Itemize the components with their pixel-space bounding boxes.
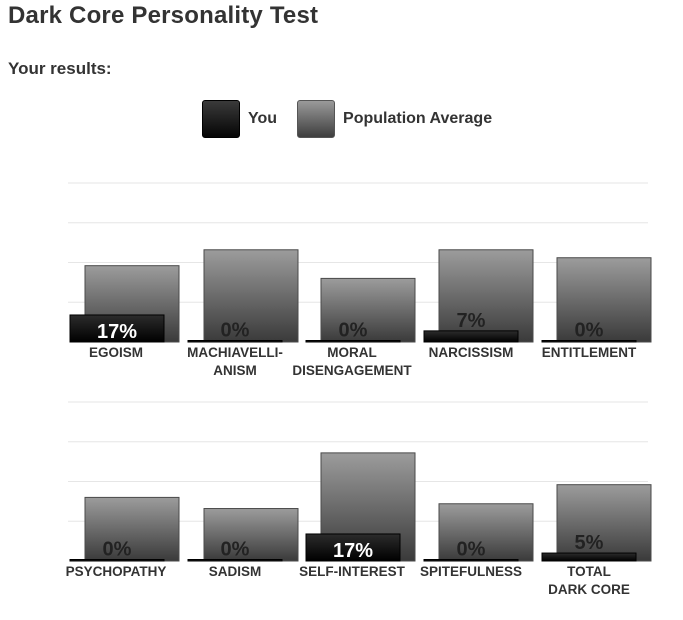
category-label: ENTITLEMENT — [542, 345, 637, 360]
you-bar — [69, 314, 165, 343]
average-bar — [556, 484, 652, 562]
category-label: NARCISSISM — [429, 345, 514, 360]
data-label: 0% — [575, 320, 604, 342]
chart-legend: You Population Average — [202, 99, 512, 139]
you-bar — [423, 559, 519, 562]
page-title: Dark Core Personality Test — [8, 2, 319, 29]
average-bar — [438, 249, 534, 343]
legend-swatch-average — [297, 100, 336, 138]
data-label: 0% — [103, 539, 132, 561]
average-bar — [84, 496, 180, 562]
category-label: EGOISM — [89, 345, 143, 360]
average-bar — [203, 508, 299, 562]
data-label: 0% — [457, 539, 486, 561]
data-label: 17% — [97, 321, 137, 343]
category-label: SPITEFULNESS — [420, 564, 522, 579]
category-label: SELF-INTEREST — [299, 564, 406, 579]
category-label: TOTAL DARK CORE — [548, 564, 630, 597]
legend-label-you: You — [248, 110, 278, 127]
data-label: 0% — [221, 539, 250, 561]
category-label: SADISM — [209, 564, 262, 579]
data-label: 5% — [575, 532, 604, 554]
legend-swatch-you — [202, 100, 240, 138]
average-bar — [438, 503, 534, 562]
you-bar — [541, 340, 637, 343]
category-label: MORAL DISENGAGEMENT — [292, 345, 412, 378]
you-bar — [305, 340, 401, 343]
legend-label-average: Population Average — [343, 110, 493, 127]
data-label: 17% — [333, 540, 373, 562]
category-label: MACHIAVELLI-ANISM — [187, 345, 283, 378]
legend-item-you: You — [202, 100, 277, 138]
data-label: 7% — [457, 310, 486, 332]
category-label: PSYCHOPATHY — [66, 564, 167, 579]
you-bar — [187, 559, 283, 562]
average-bar — [320, 277, 416, 343]
you-bar — [423, 330, 519, 343]
average-bar — [556, 257, 652, 343]
you-bar — [69, 559, 165, 562]
legend-item-average: Population Average — [297, 100, 492, 138]
you-bar — [305, 533, 401, 562]
data-label: 0% — [339, 320, 368, 342]
average-bar — [203, 249, 299, 343]
data-label: 0% — [221, 320, 250, 342]
you-bar — [187, 340, 283, 343]
results-subtitle: Your results: — [8, 59, 112, 78]
you-bar — [541, 552, 637, 562]
